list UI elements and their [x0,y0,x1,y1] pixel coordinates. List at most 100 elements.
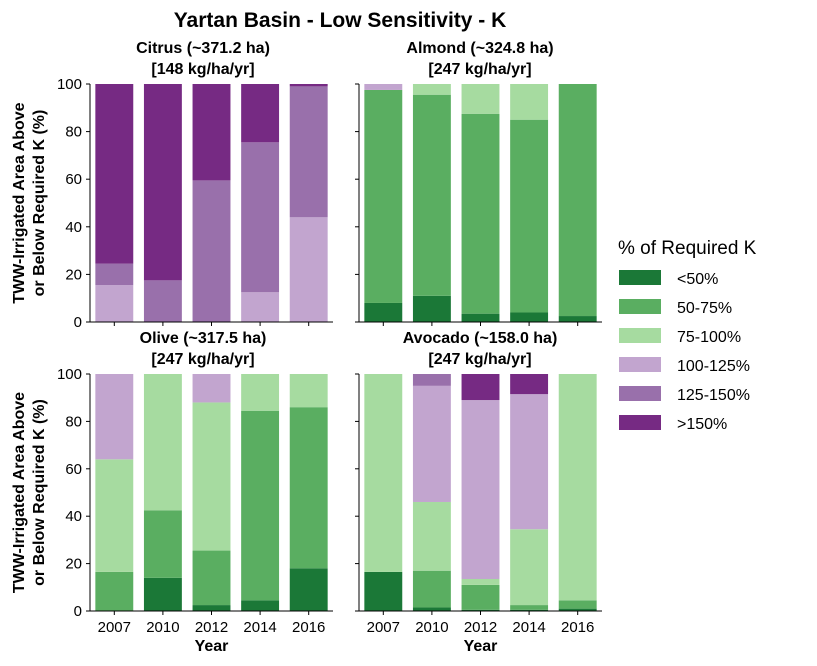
legend-swatch [619,328,661,343]
panel-title: Avocado (~158.0 ha) [403,330,558,347]
x-tick-label: 2012 [464,619,497,636]
bars [364,84,597,322]
bar-segment [95,459,134,572]
y-axis-label: TWW-Irrigated Area Above [11,392,28,593]
bar-segment [510,609,549,611]
y-tick-label: 40 [65,219,82,236]
chart-panel-1: 0 20 40 60 80 100 Citrus (~371.2 ha) [148 kg/ha… [11,40,333,331]
bar-segment [364,374,403,572]
legend-swatch [619,357,661,372]
x-tick-label: 2014 [512,619,545,636]
bar-segment [510,529,549,606]
chart-panel-3: 2007 2010 2012 2014 2016 0 20 40 60 80 100 Olive (~… [11,330,333,655]
bar-segment [461,84,500,114]
legend-label: <50% [677,271,718,288]
panel-title: Almond (~324.8 ha) [406,40,553,57]
legend-label: 125-150% [677,387,750,404]
bar-segment [289,84,328,87]
bar-segment [412,385,451,502]
bar-segment [412,94,451,296]
y-axis-label-line2: or Below Required K (%) [31,399,48,586]
x-tick-label: 2016 [561,619,594,636]
y-tick-label: 0 [74,603,82,620]
bar-segment [289,407,328,569]
bar-segment [95,84,134,264]
bar-segment [510,312,549,322]
bar-segment [412,84,451,95]
bar-segment [143,510,182,578]
x-tick-label: 2012 [195,619,228,636]
bar-segment [461,313,500,322]
bar-segment [289,217,328,322]
y-tick-label: 60 [65,171,82,188]
bar-segment [461,400,500,580]
bar-segment [461,609,500,611]
bar-segment [461,374,500,401]
bar-segment [510,374,549,395]
y-tick-label: 20 [65,556,82,573]
figure-title: Yartan Basin - Low Sensitivity - K [174,9,507,32]
bar-segment [241,84,280,143]
y-tick-label: 60 [65,461,82,478]
legend: % of Required K <50% 50-75% 75-100% 100-125… [618,238,757,433]
panel-subtitle: [247 kg/ha/yr] [151,351,254,368]
panel-title: Citrus (~371.2 ha) [136,40,270,57]
bar-segment [364,89,403,303]
bar-segment [558,374,597,601]
bar-segment [192,605,231,611]
y-tick-label: 0 [74,314,82,331]
bar-segment [558,600,597,609]
bar-segment [143,84,182,281]
bar-segment [192,550,231,606]
y-tick-label: 80 [65,124,82,141]
y-axis-label: TWW-Irrigated Area Above [11,102,28,303]
bar-segment [241,374,280,411]
legend-swatch [619,270,661,285]
panel-subtitle: [247 kg/ha/yr] [428,351,531,368]
bar-segment [192,402,231,551]
bar-segment [412,607,451,611]
x-axis-label: Year [195,638,229,655]
y-tick-label: 100 [57,366,82,383]
bar-segment [364,84,403,90]
y-tick-label: 100 [57,76,82,93]
bar-segment [95,263,134,286]
x-tick-label: 2007 [367,619,400,636]
bar-segment [192,84,231,181]
bar-segment [192,180,231,322]
bar-segment [143,577,182,611]
legend-swatch [619,386,661,401]
chart-panel-4: 2007 2010 2012 2014 2016 Avocado (~158.0 ha) [… [355,330,602,655]
bar-segment [412,501,451,571]
x-tick-label: 2010 [415,619,448,636]
bar-segment [461,584,500,610]
bar-segment [143,280,182,322]
y-axis-label-line2: or Below Required K (%) [31,110,48,297]
bar-segment [558,316,597,322]
legend-label: >150% [677,416,727,433]
bar-segment [289,374,328,408]
bar-segment [558,84,597,317]
bars [364,374,597,611]
bar-segment [95,374,134,460]
bar-segment [143,374,182,511]
bar-segment [364,302,403,322]
bar-segment [95,571,134,611]
legend-items: <50% 50-75% 75-100% 100-125% 125-150% >150% [619,270,750,433]
legend-label: 50-75% [677,300,732,317]
panel-subtitle: [247 kg/ha/yr] [428,61,531,78]
bar-segment [364,571,403,611]
bar-segment [461,113,500,314]
panel-subtitle: [148 kg/ha/yr] [151,61,254,78]
x-tick-label: 2016 [292,619,325,636]
bars [95,374,328,611]
bar-segment [289,86,328,218]
panel-title: Olive (~317.5 ha) [140,330,267,347]
bar-segment [192,374,231,403]
bar-segment [241,292,280,322]
x-tick-label: 2010 [146,619,179,636]
bar-segment [289,568,328,611]
legend-label: 75-100% [677,329,741,346]
bar-segment [412,570,451,608]
